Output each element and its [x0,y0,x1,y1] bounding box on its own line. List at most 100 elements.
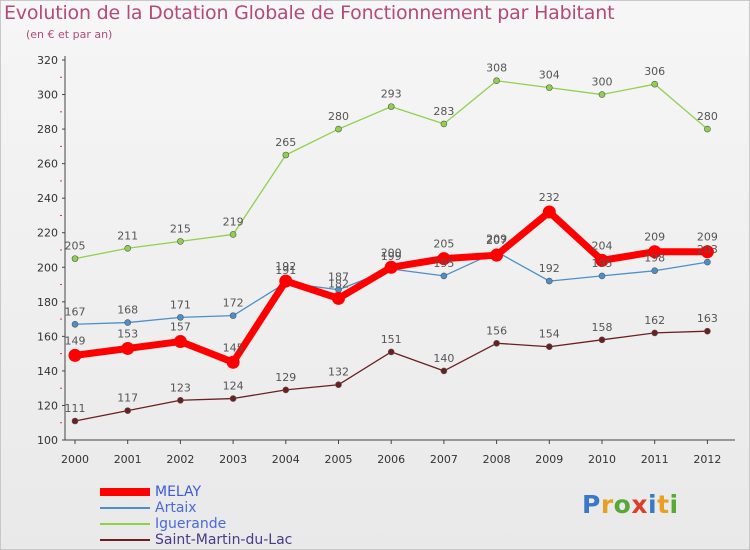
data-point-iguerande [387,103,395,110]
data-label-melay: 232 [539,191,560,204]
legend-swatch [100,539,150,541]
data-point-iguerande [335,125,342,133]
data-label-saint-martin-du-lac: 123 [170,381,191,394]
data-label-melay: 209 [644,231,665,244]
data-point-melay [279,274,293,288]
data-label-iguerande: 265 [275,136,296,149]
x-tick-label: 2010 [588,453,616,466]
data-point-melay [173,335,187,349]
data-label-artaix: 195 [592,257,613,270]
y-tick-label: 300 [37,89,58,102]
data-point-iguerande [124,244,131,252]
data-point-saint-martin-du-lac [598,336,606,344]
x-tick-label: 2008 [483,453,511,466]
data-label-saint-martin-du-lac: 156 [486,324,507,337]
data-point-melay [121,341,135,355]
data-point-iguerande [177,238,184,245]
y-tick-label: 160 [37,330,58,343]
legend-swatch [100,507,150,509]
data-label-melay: 200 [381,246,402,259]
y-tick-label: 280 [37,123,58,136]
x-tick-label: 2001 [114,453,142,466]
chart-subtitle: (en € et par an) [26,28,113,41]
data-point-saint-martin-du-lac [229,395,237,402]
data-label-iguerande: 211 [117,229,138,242]
y-tick-label: 320 [37,54,58,67]
data-label-iguerande: 283 [433,105,454,118]
y-tick-label: 220 [37,227,58,240]
y-tick-label: 200 [37,261,58,274]
y-tick-label: 180 [37,296,58,309]
data-label-artaix: 192 [539,262,560,275]
data-label-artaix: 199 [381,250,402,263]
y-tick-label: 120 [37,399,58,412]
x-tick-label: 2005 [325,453,353,466]
x-tick-label: 2003 [219,453,247,466]
data-label-saint-martin-du-lac: 158 [592,321,613,334]
data-point-iguerande [282,151,290,159]
data-point-artaix [177,314,184,321]
data-point-saint-martin-du-lac [124,407,131,414]
legend-label: Saint-Martin-du-Lac [155,532,293,548]
data-point-artaix [71,320,79,328]
logo-letter: P [582,490,601,519]
data-label-artaix: 191 [275,264,296,277]
proxiti-logo: Proxiti [582,490,679,519]
x-tick-label: 2002 [166,453,194,466]
x-tick-label: 2009 [535,453,563,466]
data-label-melay: 207 [486,234,507,247]
data-label-artaix: 167 [65,305,86,318]
logo-letter: i [669,490,679,519]
data-point-iguerande [440,120,448,128]
x-tick-label: 2000 [61,453,89,466]
x-tick-label: 2007 [430,453,458,466]
data-label-artaix: 195 [433,257,454,270]
data-point-saint-martin-du-lac [387,348,395,356]
data-label-saint-martin-du-lac: 140 [433,352,454,365]
data-label-artaix: 168 [117,304,138,317]
data-point-iguerande [651,80,659,88]
data-label-melay: 209 [697,231,718,244]
line-chart: 100 120 140 160 180 200 220 240 260 280 300 320 2000… [37,54,735,466]
data-label-melay: 149 [65,334,86,347]
chart-title: Evolution de la Dotation Globale de Fonc… [4,2,615,24]
y-tick-label: 100 [37,434,58,447]
data-label-saint-martin-du-lac: 129 [275,371,296,384]
x-tick-label: 2006 [377,453,405,466]
data-label-artaix: 203 [697,243,718,256]
data-point-artaix [651,267,659,275]
data-label-melay: 153 [117,327,138,340]
data-point-melay [648,245,662,259]
data-label-saint-martin-du-lac: 111 [65,402,86,415]
data-label-iguerande: 280 [697,110,718,123]
data-label-melay: 145 [223,341,244,354]
x-tick-label: 2012 [693,453,721,466]
data-point-artaix [704,258,711,266]
data-label-saint-martin-du-lac: 132 [328,366,349,379]
data-label-artaix: 171 [170,298,191,311]
data-point-saint-martin-du-lac [545,343,553,351]
logo-letter: r [600,490,614,519]
data-point-saint-martin-du-lac [440,367,448,375]
data-point-saint-martin-du-lac [704,327,711,335]
logo-letter: i [648,490,658,519]
data-point-artaix [440,272,448,280]
data-label-melay: 157 [170,321,191,334]
data-point-artaix [229,312,237,319]
data-label-iguerande: 219 [223,215,244,228]
data-point-artaix [598,272,606,280]
data-point-iguerande [704,125,711,133]
data-point-saint-martin-du-lac [177,396,184,404]
data-label-iguerande: 215 [170,222,191,235]
data-point-iguerande [598,91,606,98]
data-point-melay [384,260,398,274]
data-label-saint-martin-du-lac: 151 [381,333,402,346]
data-label-saint-martin-du-lac: 124 [223,380,244,393]
data-point-saint-martin-du-lac [335,381,342,389]
data-point-melay [226,355,240,369]
data-label-iguerande: 300 [592,76,613,89]
y-tick-label: 240 [37,192,58,205]
data-label-iguerande: 304 [539,69,560,82]
y-tick-label: 260 [37,158,58,171]
data-label-saint-martin-du-lac: 154 [539,328,560,341]
